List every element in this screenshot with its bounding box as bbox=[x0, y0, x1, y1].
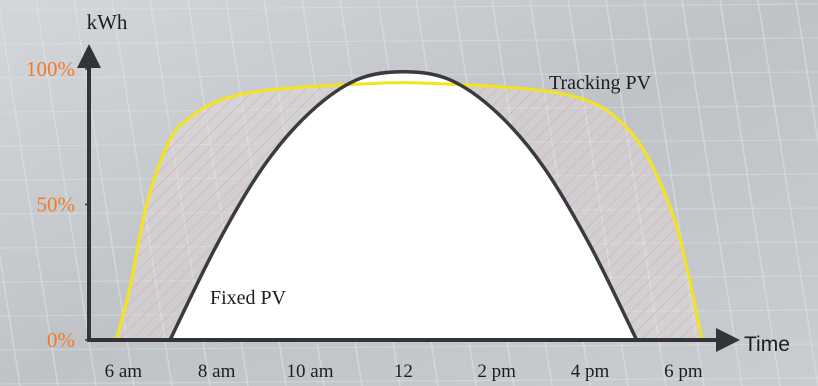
x-axis-label: Time bbox=[744, 333, 790, 356]
x-tick-label: 12 bbox=[394, 361, 413, 382]
y-tick-label: 50% bbox=[37, 193, 76, 217]
y-tick-label: 100% bbox=[26, 57, 75, 81]
y-tick-label: 0% bbox=[47, 328, 75, 352]
x-tick-label: 6 am bbox=[105, 361, 143, 382]
y-axis-label: kWh bbox=[87, 10, 128, 34]
x-tick-label: 4 pm bbox=[571, 361, 610, 382]
fixed-pv-label: Fixed PV bbox=[210, 287, 287, 309]
x-tick-label: 6 pm bbox=[664, 361, 703, 382]
x-tick-label: 8 am bbox=[198, 361, 236, 382]
tracking-pv-label: Tracking PV bbox=[549, 72, 652, 94]
x-tick-label: 10 am bbox=[287, 361, 334, 382]
x-tick-label: 2 pm bbox=[477, 361, 516, 382]
